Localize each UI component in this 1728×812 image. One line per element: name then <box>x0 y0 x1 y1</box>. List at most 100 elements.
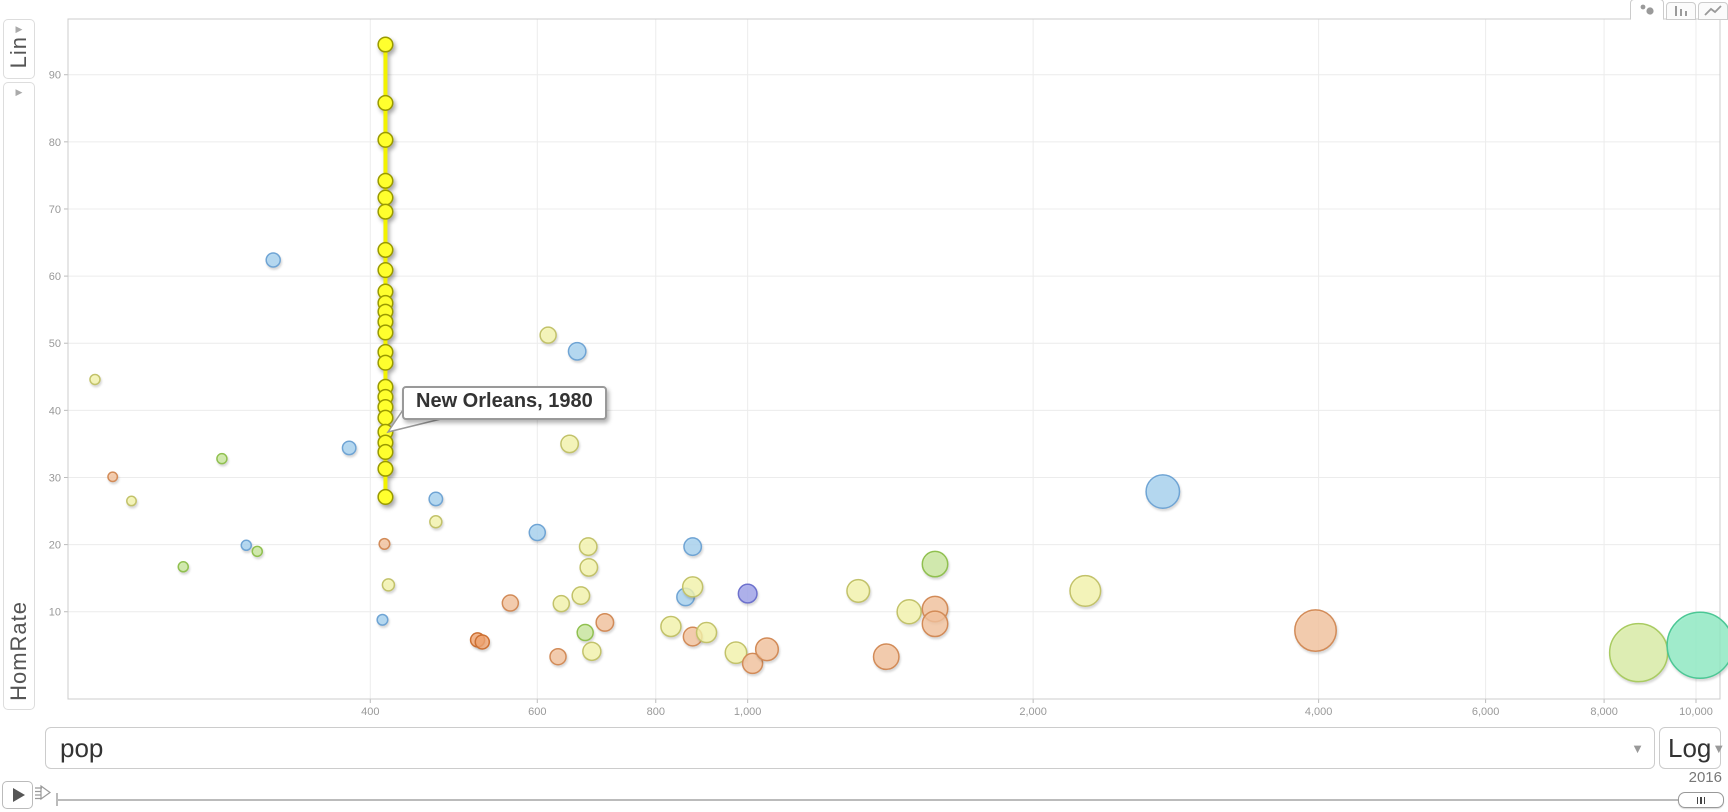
data-bubble[interactable] <box>921 550 949 578</box>
data-bubble[interactable] <box>501 594 520 612</box>
data-bubble[interactable] <box>754 637 780 662</box>
data-bubble[interactable] <box>376 613 389 626</box>
timeline-track[interactable] <box>56 799 1722 801</box>
tab-scatter-chart[interactable] <box>1630 0 1664 20</box>
trail-dot[interactable] <box>377 460 394 477</box>
data-bubble[interactable] <box>872 643 900 671</box>
data-bubble[interactable] <box>1666 611 1728 680</box>
dropdown-arrow-icon: ▼ <box>1631 740 1644 756</box>
data-bubble[interactable] <box>474 634 491 650</box>
data-bubble[interactable] <box>549 647 567 666</box>
data-bubble[interactable] <box>429 515 443 529</box>
y-scale-button[interactable]: ▶ Lin <box>3 19 35 79</box>
x-tick-label: 1,000 <box>734 706 762 718</box>
data-bubble[interactable] <box>724 641 748 665</box>
data-bubble[interactable] <box>428 491 444 507</box>
trail-dot[interactable] <box>377 94 394 111</box>
data-bubble[interactable] <box>378 537 391 550</box>
x-variable-label: pop <box>60 732 104 763</box>
x-variable-dropdown[interactable]: pop ▼ <box>45 727 1655 769</box>
timeline-handle[interactable] <box>1678 792 1724 808</box>
data-bubble[interactable] <box>177 561 190 573</box>
y-tick-label: 80 <box>49 137 61 149</box>
tooltip-text: New Orleans, 1980 <box>416 390 593 412</box>
data-bubble[interactable] <box>216 452 228 465</box>
data-bubble[interactable] <box>265 252 281 268</box>
x-scale-label: Log <box>1668 732 1712 763</box>
trail-dot[interactable] <box>377 131 394 148</box>
trail-dot[interactable] <box>377 354 394 371</box>
tab-line-chart[interactable] <box>1698 2 1728 20</box>
data-bubble[interactable] <box>681 576 704 598</box>
y-scale-label: Lin <box>6 36 31 69</box>
data-bubble[interactable] <box>528 523 547 542</box>
y-variable-button[interactable]: ▶ HomRate <box>3 82 35 710</box>
data-bubble[interactable] <box>1608 622 1669 683</box>
data-bubble[interactable] <box>560 434 580 454</box>
trail-dot[interactable] <box>377 172 394 189</box>
x-tick-label: 2,000 <box>1019 706 1047 718</box>
data-bubble[interactable] <box>579 557 599 577</box>
play-button[interactable] <box>2 781 33 809</box>
x-tick-label: 800 <box>647 706 665 718</box>
data-bubble[interactable] <box>896 598 922 625</box>
x-tick-label: 4,000 <box>1305 706 1333 718</box>
data-bubble[interactable] <box>921 610 949 638</box>
data-bubble[interactable] <box>1069 574 1102 607</box>
data-bubble[interactable] <box>595 613 615 632</box>
y-tick-label: 50 <box>49 338 61 350</box>
y-tick-label: 20 <box>49 540 61 552</box>
data-bubble[interactable] <box>552 594 571 613</box>
trail-dot[interactable] <box>377 409 394 426</box>
data-bubble[interactable] <box>539 326 557 344</box>
trail-dot[interactable] <box>377 262 394 279</box>
timeline-start-tick <box>56 793 58 806</box>
data-bubble[interactable] <box>1145 474 1181 510</box>
line-chart-icon <box>1704 5 1722 16</box>
bar-chart-icon <box>1675 6 1687 16</box>
data-bubble[interactable] <box>1294 609 1337 652</box>
data-bubble[interactable] <box>737 583 758 604</box>
data-bubble[interactable] <box>341 440 357 456</box>
tab-bar-chart[interactable] <box>1666 2 1696 20</box>
data-bubble[interactable] <box>567 341 587 361</box>
trail-dot[interactable] <box>377 488 394 505</box>
data-bubble[interactable] <box>660 615 682 638</box>
data-bubble[interactable] <box>107 471 119 483</box>
data-bubble[interactable] <box>695 621 718 644</box>
data-bubble[interactable] <box>582 641 602 662</box>
playback-speed-icon[interactable] <box>34 783 54 803</box>
y-tick-label: 10 <box>49 607 61 619</box>
y-tick-label: 90 <box>49 70 61 82</box>
x-scale-dropdown[interactable]: Log ▼ <box>1659 727 1725 769</box>
data-bubble[interactable] <box>578 537 598 557</box>
data-bubble[interactable] <box>741 652 764 675</box>
plot-frame <box>67 18 1721 700</box>
data-bubble[interactable] <box>381 578 396 592</box>
trail-dot[interactable] <box>377 324 394 341</box>
data-bubble[interactable] <box>683 537 703 557</box>
tooltip: New Orleans, 1980 <box>402 386 607 420</box>
trail-dot[interactable] <box>377 189 394 206</box>
data-bubble[interactable] <box>126 495 137 507</box>
expand-arrow-icon: ▶ <box>15 87 23 97</box>
trail-dot[interactable] <box>377 241 394 258</box>
y-tick-label: 40 <box>49 405 61 417</box>
x-tick-label: 400 <box>361 706 379 718</box>
x-tick-label: 6,000 <box>1472 706 1500 718</box>
data-bubble[interactable] <box>251 545 264 558</box>
y-tick-label: 60 <box>49 271 61 283</box>
data-bubble[interactable] <box>240 539 253 552</box>
y-tick-label: 70 <box>49 204 61 216</box>
data-bubble[interactable] <box>576 623 594 642</box>
data-bubble[interactable] <box>89 373 101 386</box>
trail-dot[interactable] <box>377 36 394 53</box>
dropdown-arrow-icon: ▼ <box>1712 740 1726 756</box>
x-tick-label: 600 <box>528 706 546 718</box>
data-bubble[interactable] <box>571 586 591 606</box>
trail-dot[interactable] <box>377 443 394 461</box>
data-bubble[interactable] <box>846 578 871 603</box>
trail-dot[interactable] <box>377 203 394 220</box>
